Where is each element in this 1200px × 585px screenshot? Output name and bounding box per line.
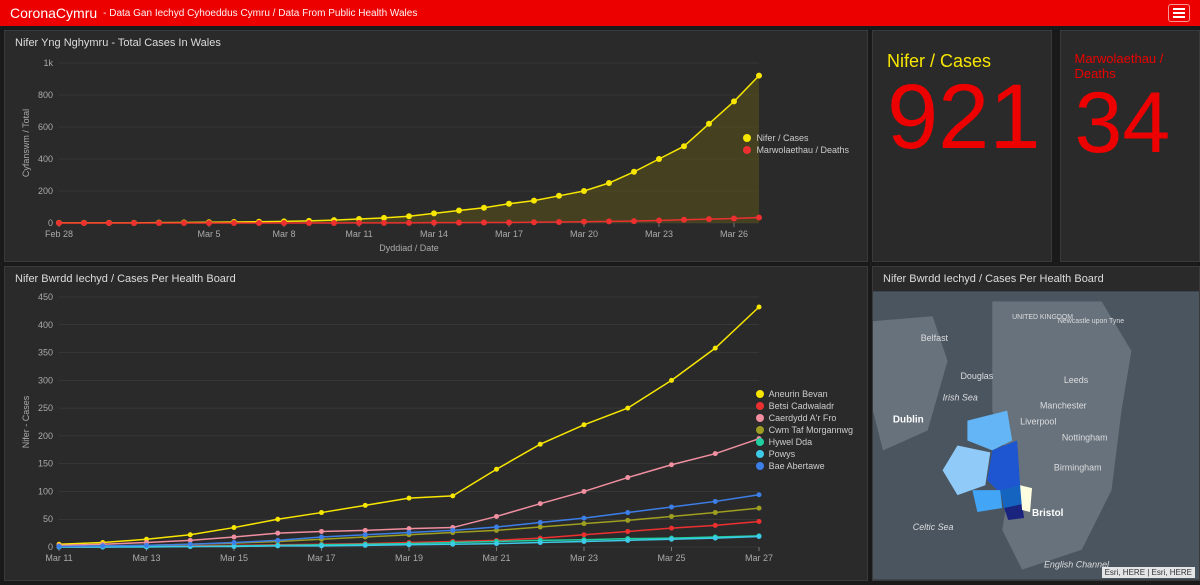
svg-text:200: 200 — [38, 186, 53, 196]
svg-text:Dyddiad / Date: Dyddiad / Date — [379, 243, 439, 253]
svg-text:Cyfanswm / Total: Cyfanswm / Total — [21, 109, 31, 177]
legend-item[interactable]: Marwolaethau / Deaths — [743, 145, 849, 155]
svg-text:800: 800 — [38, 90, 53, 100]
menu-button[interactable] — [1168, 4, 1190, 22]
kpi-cases-value: 921 — [887, 76, 1041, 159]
map-attribution: Esri, HERE | Esri, HERE — [1102, 567, 1195, 578]
svg-text:Dublin: Dublin — [893, 415, 924, 426]
svg-text:Mar 17: Mar 17 — [495, 229, 523, 239]
health-board-chart[interactable]: 0 50 100 150 200 250 300 350 400 450 Mar 11 Mar 13 M… — [5, 287, 868, 579]
svg-text:Mar 5: Mar 5 — [197, 229, 220, 239]
svg-text:Mar 23: Mar 23 — [570, 553, 598, 563]
svg-text:600: 600 — [38, 122, 53, 132]
legend-item[interactable]: Aneurin Bevan — [756, 389, 853, 399]
svg-text:0: 0 — [48, 218, 53, 228]
total-cases-chart[interactable]: 0 200 400 600 800 1k Feb 28 Mar 5 Mar 8 Mar 11 Mar… — [5, 51, 868, 261]
panel-title: Nifer Yng Nghymru - Total Cases In Wales — [5, 31, 867, 49]
legend-item[interactable]: Nifer / Cases — [743, 133, 849, 143]
svg-text:250: 250 — [38, 403, 53, 413]
panel-title: Nifer Bwrdd Iechyd / Cases Per Health Bo… — [5, 267, 867, 285]
kpi-deaths: Marwolaethau / Deaths 34 — [1060, 30, 1200, 262]
svg-text:Liverpool: Liverpool — [1020, 417, 1056, 427]
svg-text:Feb 28: Feb 28 — [45, 229, 73, 239]
svg-text:Nifer - Cases: Nifer - Cases — [21, 395, 31, 448]
kpi-panel: Nifer / Cases 921 Marwolaethau / Deaths … — [872, 30, 1200, 262]
svg-text:400: 400 — [38, 320, 53, 330]
svg-text:50: 50 — [43, 514, 53, 524]
svg-text:450: 450 — [38, 292, 53, 302]
wales-map[interactable]: UNITED KINGDOMNewcastle upon TyneBelfast… — [873, 291, 1199, 580]
svg-text:Celtic Sea: Celtic Sea — [913, 522, 954, 532]
legend-item[interactable]: Caerdydd A'r Fro — [756, 413, 853, 423]
svg-text:Mar 17: Mar 17 — [307, 553, 335, 563]
kpi-deaths-value: 34 — [1075, 85, 1190, 162]
svg-text:Mar 13: Mar 13 — [132, 553, 160, 563]
svg-text:Mar 11: Mar 11 — [345, 229, 372, 239]
svg-text:Mar 25: Mar 25 — [657, 553, 685, 563]
svg-text:Mar 26: Mar 26 — [720, 229, 748, 239]
svg-text:Mar 27: Mar 27 — [745, 553, 773, 563]
svg-text:Irish Sea: Irish Sea — [943, 393, 978, 403]
svg-text:350: 350 — [38, 348, 53, 358]
svg-text:0: 0 — [48, 542, 53, 552]
svg-text:Mar 21: Mar 21 — [482, 553, 510, 563]
svg-text:Belfast: Belfast — [921, 333, 949, 343]
svg-text:Mar 8: Mar 8 — [272, 229, 295, 239]
svg-text:400: 400 — [38, 154, 53, 164]
svg-text:100: 100 — [38, 486, 53, 496]
svg-text:200: 200 — [38, 431, 53, 441]
svg-text:Newcastle upon Tyne: Newcastle upon Tyne — [1058, 318, 1124, 325]
panel-title: Nifer Bwrdd Iechyd / Cases Per Health Bo… — [873, 267, 1199, 285]
total-cases-chart-panel: Nifer Yng Nghymru - Total Cases In Wales… — [4, 30, 868, 262]
svg-text:Mar 23: Mar 23 — [645, 229, 673, 239]
legend-item[interactable]: Betsi Cadwaladr — [756, 401, 853, 411]
svg-text:Mar 14: Mar 14 — [420, 229, 448, 239]
legend-item[interactable]: Cwm Taf Morgannwg — [756, 425, 853, 435]
legend-item[interactable]: Powys — [756, 449, 853, 459]
app-subtitle: - Data Gan Iechyd Cyhoeddus Cymru / Data… — [103, 8, 417, 19]
svg-text:Manchester: Manchester — [1040, 401, 1087, 411]
svg-text:Douglas: Douglas — [960, 371, 993, 381]
svg-text:150: 150 — [38, 459, 53, 469]
chart2-legend: Aneurin Bevan Betsi Cadwaladr Caerdydd A'r… — [756, 387, 853, 473]
svg-text:Mar 19: Mar 19 — [395, 553, 423, 563]
svg-text:1k: 1k — [43, 58, 53, 68]
svg-text:Mar 15: Mar 15 — [220, 553, 248, 563]
svg-text:Mar 20: Mar 20 — [570, 229, 598, 239]
svg-text:Nottingham: Nottingham — [1062, 432, 1108, 442]
svg-text:Mar 11: Mar 11 — [45, 553, 72, 563]
chart1-legend: Nifer / Cases Marwolaethau / Deaths — [743, 131, 849, 157]
svg-text:English Channel: English Channel — [1044, 560, 1110, 570]
app-title: CoronaCymru — [10, 5, 97, 21]
svg-text:300: 300 — [38, 375, 53, 385]
legend-item[interactable]: Hywel Dda — [756, 437, 853, 447]
svg-text:Bristol: Bristol — [1032, 508, 1064, 519]
map-panel: Nifer Bwrdd Iechyd / Cases Per Health Bo… — [872, 266, 1200, 581]
health-board-chart-panel: Nifer Bwrdd Iechyd / Cases Per Health Bo… — [4, 266, 868, 581]
kpi-cases: Nifer / Cases 921 — [872, 30, 1052, 262]
legend-item[interactable]: Bae Abertawe — [756, 461, 853, 471]
svg-text:Birmingham: Birmingham — [1054, 462, 1102, 472]
svg-text:Leeds: Leeds — [1064, 375, 1089, 385]
app-header: CoronaCymru - Data Gan Iechyd Cyhoeddus … — [0, 0, 1200, 26]
